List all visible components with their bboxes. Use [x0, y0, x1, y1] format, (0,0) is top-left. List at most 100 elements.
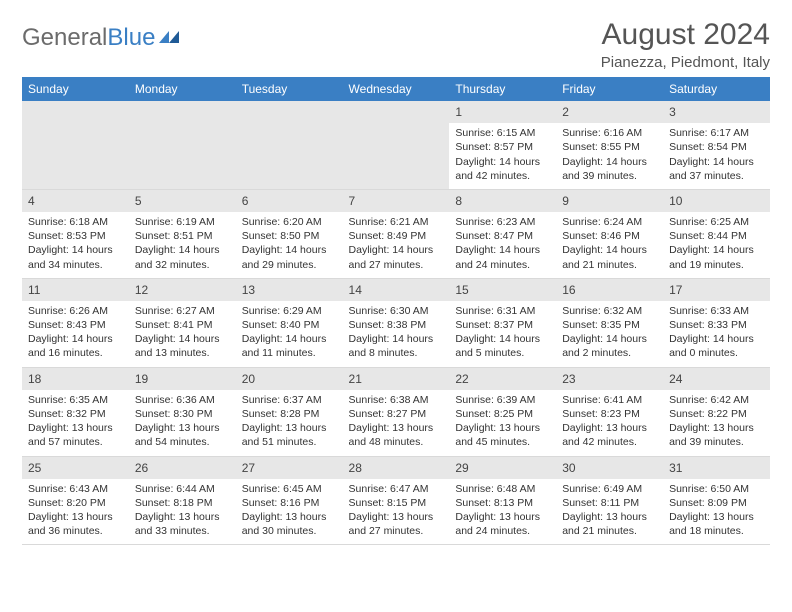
logo-text-general: General — [22, 24, 107, 52]
sunset-text: Sunset: 8:46 PM — [562, 229, 657, 243]
day-number: 7 — [343, 190, 450, 212]
calendar-cell: 25Sunrise: 6:43 AMSunset: 8:20 PMDayligh… — [22, 456, 129, 545]
daylight-text: Daylight: 14 hours and 34 minutes. — [28, 243, 123, 271]
logo-icon — [159, 24, 181, 52]
calendar-cell: 5Sunrise: 6:19 AMSunset: 8:51 PMDaylight… — [129, 189, 236, 278]
sunset-text: Sunset: 8:55 PM — [562, 140, 657, 154]
sunrise-text: Sunrise: 6:50 AM — [669, 482, 764, 496]
daylight-text: Daylight: 14 hours and 5 minutes. — [455, 332, 550, 360]
daylight-text: Daylight: 14 hours and 13 minutes. — [135, 332, 230, 360]
day-body: Sunrise: 6:19 AMSunset: 8:51 PMDaylight:… — [129, 212, 236, 278]
day-number: 14 — [343, 279, 450, 301]
calendar-cell: 15Sunrise: 6:31 AMSunset: 8:37 PMDayligh… — [449, 278, 556, 367]
calendar-cell: 13Sunrise: 6:29 AMSunset: 8:40 PMDayligh… — [236, 278, 343, 367]
calendar-cell — [129, 101, 236, 189]
day-number: 31 — [663, 457, 770, 479]
sunrise-text: Sunrise: 6:27 AM — [135, 304, 230, 318]
sunset-text: Sunset: 8:23 PM — [562, 407, 657, 421]
day-number: 3 — [663, 101, 770, 123]
day-body: Sunrise: 6:31 AMSunset: 8:37 PMDaylight:… — [449, 301, 556, 367]
sunset-text: Sunset: 8:11 PM — [562, 496, 657, 510]
sunset-text: Sunset: 8:22 PM — [669, 407, 764, 421]
day-header: Sunday — [22, 77, 129, 101]
sunrise-text: Sunrise: 6:15 AM — [455, 126, 550, 140]
day-body: Sunrise: 6:25 AMSunset: 8:44 PMDaylight:… — [663, 212, 770, 278]
calendar-cell: 16Sunrise: 6:32 AMSunset: 8:35 PMDayligh… — [556, 278, 663, 367]
day-number: 28 — [343, 457, 450, 479]
sunrise-text: Sunrise: 6:44 AM — [135, 482, 230, 496]
daylight-text: Daylight: 13 hours and 24 minutes. — [455, 510, 550, 538]
daylight-text: Daylight: 13 hours and 51 minutes. — [242, 421, 337, 449]
daylight-text: Daylight: 14 hours and 2 minutes. — [562, 332, 657, 360]
day-header: Wednesday — [343, 77, 450, 101]
calendar-cell — [22, 101, 129, 189]
day-body: Sunrise: 6:44 AMSunset: 8:18 PMDaylight:… — [129, 479, 236, 545]
sunset-text: Sunset: 8:25 PM — [455, 407, 550, 421]
day-body: Sunrise: 6:50 AMSunset: 8:09 PMDaylight:… — [663, 479, 770, 545]
day-body: Sunrise: 6:16 AMSunset: 8:55 PMDaylight:… — [556, 123, 663, 189]
day-number: 19 — [129, 368, 236, 390]
sunrise-text: Sunrise: 6:32 AM — [562, 304, 657, 318]
sunrise-text: Sunrise: 6:45 AM — [242, 482, 337, 496]
calendar-cell: 12Sunrise: 6:27 AMSunset: 8:41 PMDayligh… — [129, 278, 236, 367]
day-number: 16 — [556, 279, 663, 301]
calendar-cell: 26Sunrise: 6:44 AMSunset: 8:18 PMDayligh… — [129, 456, 236, 545]
day-body: Sunrise: 6:15 AMSunset: 8:57 PMDaylight:… — [449, 123, 556, 189]
sunrise-text: Sunrise: 6:23 AM — [455, 215, 550, 229]
daylight-text: Daylight: 13 hours and 36 minutes. — [28, 510, 123, 538]
daylight-text: Daylight: 14 hours and 32 minutes. — [135, 243, 230, 271]
day-number: 2 — [556, 101, 663, 123]
day-number: 29 — [449, 457, 556, 479]
day-body: Sunrise: 6:38 AMSunset: 8:27 PMDaylight:… — [343, 390, 450, 456]
daylight-text: Daylight: 13 hours and 48 minutes. — [349, 421, 444, 449]
calendar-cell: 1Sunrise: 6:15 AMSunset: 8:57 PMDaylight… — [449, 101, 556, 189]
day-body: Sunrise: 6:26 AMSunset: 8:43 PMDaylight:… — [22, 301, 129, 367]
sunrise-text: Sunrise: 6:37 AM — [242, 393, 337, 407]
calendar-cell: 17Sunrise: 6:33 AMSunset: 8:33 PMDayligh… — [663, 278, 770, 367]
calendar-cell: 21Sunrise: 6:38 AMSunset: 8:27 PMDayligh… — [343, 367, 450, 456]
calendar-cell: 28Sunrise: 6:47 AMSunset: 8:15 PMDayligh… — [343, 456, 450, 545]
day-body: Sunrise: 6:47 AMSunset: 8:15 PMDaylight:… — [343, 479, 450, 545]
sunset-text: Sunset: 8:47 PM — [455, 229, 550, 243]
day-number: 24 — [663, 368, 770, 390]
day-number: 27 — [236, 457, 343, 479]
sunset-text: Sunset: 8:41 PM — [135, 318, 230, 332]
day-body: Sunrise: 6:23 AMSunset: 8:47 PMDaylight:… — [449, 212, 556, 278]
day-body: Sunrise: 6:33 AMSunset: 8:33 PMDaylight:… — [663, 301, 770, 367]
calendar-cell: 10Sunrise: 6:25 AMSunset: 8:44 PMDayligh… — [663, 189, 770, 278]
sunrise-text: Sunrise: 6:29 AM — [242, 304, 337, 318]
day-body: Sunrise: 6:17 AMSunset: 8:54 PMDaylight:… — [663, 123, 770, 189]
sunrise-text: Sunrise: 6:31 AM — [455, 304, 550, 318]
daylight-text: Daylight: 13 hours and 42 minutes. — [562, 421, 657, 449]
sunset-text: Sunset: 8:20 PM — [28, 496, 123, 510]
day-body: Sunrise: 6:32 AMSunset: 8:35 PMDaylight:… — [556, 301, 663, 367]
calendar-cell: 7Sunrise: 6:21 AMSunset: 8:49 PMDaylight… — [343, 189, 450, 278]
day-number: 17 — [663, 279, 770, 301]
logo-text-blue: Blue — [107, 24, 155, 52]
daylight-text: Daylight: 13 hours and 27 minutes. — [349, 510, 444, 538]
day-number: 26 — [129, 457, 236, 479]
day-body: Sunrise: 6:39 AMSunset: 8:25 PMDaylight:… — [449, 390, 556, 456]
sunset-text: Sunset: 8:27 PM — [349, 407, 444, 421]
page-title: August 2024 — [601, 18, 770, 52]
day-header: Monday — [129, 77, 236, 101]
day-number: 18 — [22, 368, 129, 390]
sunrise-text: Sunrise: 6:33 AM — [669, 304, 764, 318]
sunrise-text: Sunrise: 6:26 AM — [28, 304, 123, 318]
day-body: Sunrise: 6:20 AMSunset: 8:50 PMDaylight:… — [236, 212, 343, 278]
calendar-cell: 4Sunrise: 6:18 AMSunset: 8:53 PMDaylight… — [22, 189, 129, 278]
sunrise-text: Sunrise: 6:36 AM — [135, 393, 230, 407]
day-header: Friday — [556, 77, 663, 101]
calendar-cell: 3Sunrise: 6:17 AMSunset: 8:54 PMDaylight… — [663, 101, 770, 189]
day-header-row: Sunday Monday Tuesday Wednesday Thursday… — [22, 77, 770, 101]
day-number: 12 — [129, 279, 236, 301]
day-header: Tuesday — [236, 77, 343, 101]
calendar-week-row: 25Sunrise: 6:43 AMSunset: 8:20 PMDayligh… — [22, 456, 770, 545]
calendar-cell — [236, 101, 343, 189]
calendar-cell: 14Sunrise: 6:30 AMSunset: 8:38 PMDayligh… — [343, 278, 450, 367]
daylight-text: Daylight: 13 hours and 30 minutes. — [242, 510, 337, 538]
day-number: 13 — [236, 279, 343, 301]
calendar-week-row: 4Sunrise: 6:18 AMSunset: 8:53 PMDaylight… — [22, 189, 770, 278]
day-body: Sunrise: 6:27 AMSunset: 8:41 PMDaylight:… — [129, 301, 236, 367]
sunrise-text: Sunrise: 6:49 AM — [562, 482, 657, 496]
